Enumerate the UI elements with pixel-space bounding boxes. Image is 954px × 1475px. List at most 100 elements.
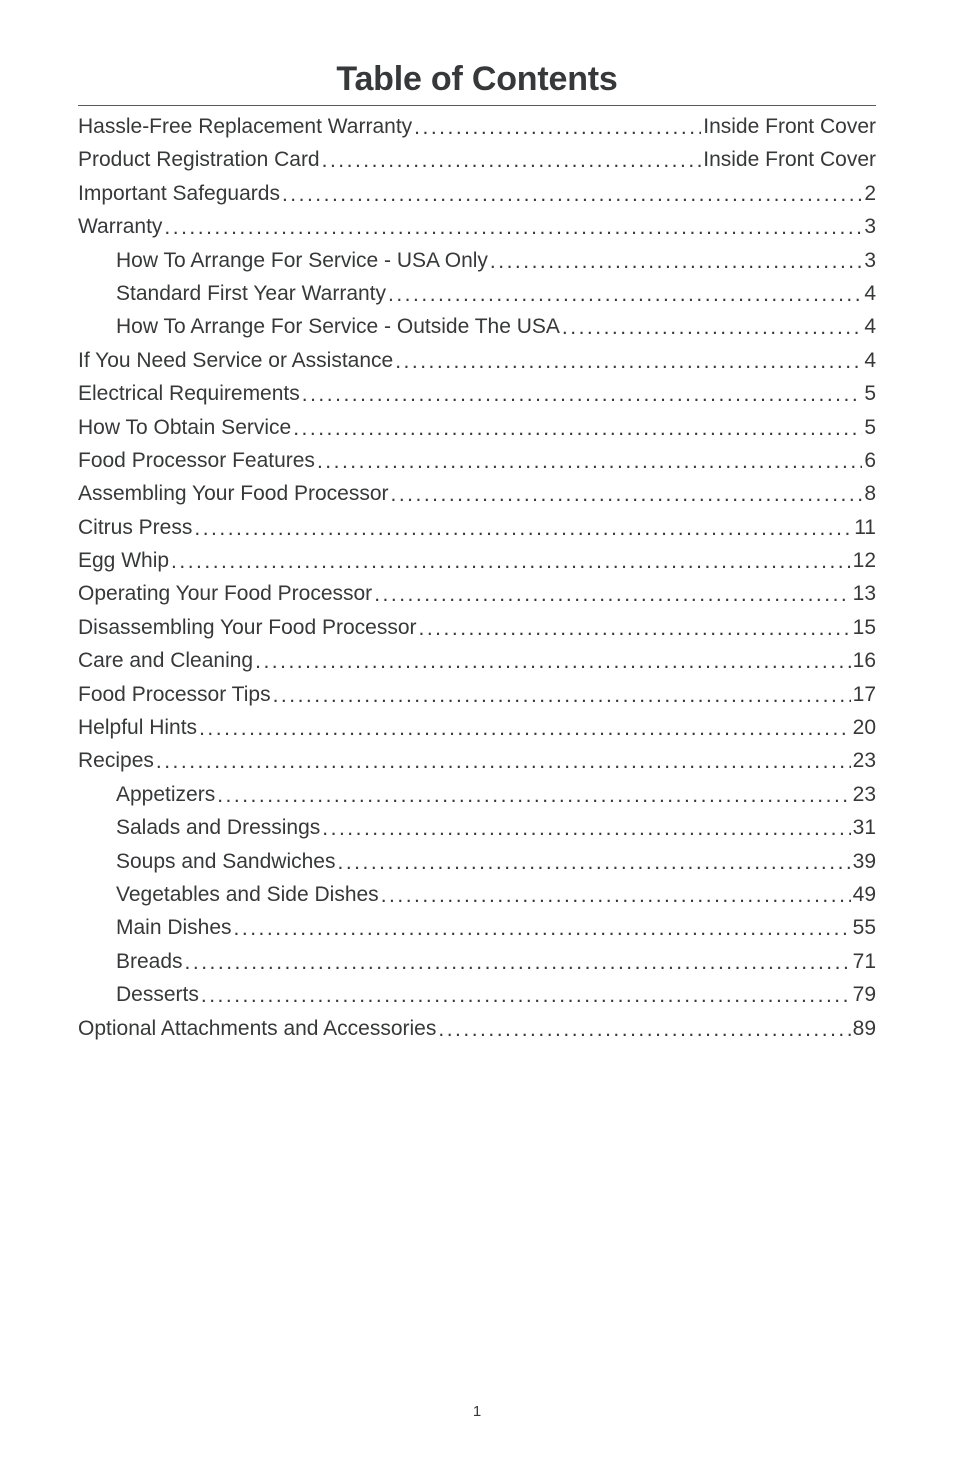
toc-row: Product Registration CardInside Front Co… (78, 149, 876, 182)
toc-page: 15 (853, 617, 876, 638)
toc-row: Food Processor Features 6 (78, 450, 876, 483)
toc-leader (322, 818, 850, 839)
toc-row: Helpful Hints 20 (78, 717, 876, 750)
toc-row: Disassembling Your Food Processor15 (78, 617, 876, 650)
toc-leader (201, 985, 851, 1006)
toc-page: 55 (853, 917, 876, 938)
toc-row: How To Obtain Service 5 (78, 417, 876, 450)
toc-leader (414, 117, 701, 138)
toc-label: Care and Cleaning (78, 650, 253, 671)
toc-label: How To Arrange For Service - Outside The… (116, 316, 560, 337)
toc-row: Electrical Requirements5 (78, 383, 876, 416)
toc-page: 5 (864, 417, 876, 438)
toc-row: Main Dishes 55 (78, 917, 876, 950)
toc-leader (217, 785, 850, 806)
toc-label: Citrus Press (78, 517, 192, 538)
toc-label: Assembling Your Food Processor (78, 483, 389, 504)
toc-page: 3 (864, 250, 876, 271)
toc-leader (282, 184, 862, 205)
toc-label: Salads and Dressings (116, 817, 320, 838)
toc-row: If You Need Service or Assistance 4 (78, 350, 876, 383)
toc-row: Recipes 23 (78, 750, 876, 783)
toc-row: Operating Your Food Processor 13 (78, 583, 876, 616)
toc-row: Warranty 3 (78, 216, 876, 249)
toc-leader (388, 284, 862, 305)
toc-page: 16 (853, 650, 876, 671)
toc-label: Food Processor Features (78, 450, 315, 471)
toc-row: Citrus Press 11 (78, 517, 876, 550)
toc-leader (438, 1019, 850, 1040)
toc-leader (164, 217, 862, 238)
toc-label: How To Obtain Service (78, 417, 291, 438)
toc-page: 23 (853, 750, 876, 771)
toc-row: Assembling Your Food Processor 8 (78, 483, 876, 516)
toc-label: Food Processor Tips (78, 684, 271, 705)
toc-label: Electrical Requirements (78, 383, 300, 404)
toc-label: Soups and Sandwiches (116, 851, 336, 872)
toc-leader (322, 150, 702, 171)
toc-leader (156, 751, 851, 772)
toc-row: Hassle-Free Replacement Warranty Inside F… (78, 116, 876, 149)
toc-leader (293, 418, 862, 439)
toc-leader (199, 718, 851, 739)
toc-row: Salads and Dressings31 (78, 817, 876, 850)
toc-label: If You Need Service or Assistance (78, 350, 393, 371)
toc-page: 89 (853, 1018, 876, 1039)
page-number: 1 (0, 1403, 954, 1420)
toc-leader (302, 384, 863, 405)
toc-leader (381, 885, 851, 906)
toc-label: Desserts (116, 984, 199, 1005)
toc-page: 71 (853, 951, 876, 972)
toc-page: 23 (853, 784, 876, 805)
toc-row: How To Arrange For Service - Outside The… (78, 316, 876, 349)
toc-leader (562, 317, 862, 338)
toc-page: 49 (853, 884, 876, 905)
toc-leader (194, 518, 852, 539)
toc-label: Helpful Hints (78, 717, 197, 738)
toc-label: Main Dishes (116, 917, 232, 938)
toc-label: Breads (116, 951, 183, 972)
toc-label: Hassle-Free Replacement Warranty (78, 116, 412, 137)
toc-row: Soups and Sandwiches 39 (78, 851, 876, 884)
toc-page: 11 (854, 517, 876, 538)
toc-label: Important Safeguards (78, 183, 280, 204)
toc-leader (490, 251, 862, 272)
toc-page: 4 (864, 316, 876, 337)
page-title: Table of Contents (78, 60, 876, 106)
toc-page: 3 (864, 216, 876, 237)
table-of-contents: Hassle-Free Replacement Warranty Inside F… (78, 116, 876, 1051)
toc-page: 20 (853, 717, 876, 738)
toc-label: Warranty (78, 216, 162, 237)
toc-row: Important Safeguards 2 (78, 183, 876, 216)
toc-leader (395, 351, 862, 372)
toc-page: 17 (853, 684, 876, 705)
toc-page: 2 (864, 183, 876, 204)
toc-label: Optional Attachments and Accessories (78, 1018, 436, 1039)
toc-leader (338, 852, 851, 873)
toc-page: 13 (853, 583, 876, 604)
toc-page: Inside Front Cover (703, 116, 876, 137)
toc-page: 12 (853, 550, 876, 571)
toc-page: 4 (864, 350, 876, 371)
toc-page: 6 (864, 450, 876, 471)
toc-leader (317, 451, 862, 472)
toc-row: Vegetables and Side Dishes 49 (78, 884, 876, 917)
toc-leader (419, 618, 851, 639)
toc-leader (273, 685, 851, 706)
toc-row: Food Processor Tips 17 (78, 684, 876, 717)
toc-page: 39 (853, 851, 876, 872)
toc-label: Vegetables and Side Dishes (116, 884, 379, 905)
toc-row: Appetizers 23 (78, 784, 876, 817)
toc-row: Breads 71 (78, 951, 876, 984)
toc-row: Egg Whip 12 (78, 550, 876, 583)
toc-leader (374, 584, 850, 605)
toc-row: Optional Attachments and Accessories 89 (78, 1018, 876, 1051)
toc-leader (185, 952, 851, 973)
toc-page: 8 (864, 483, 876, 504)
toc-row: Desserts79 (78, 984, 876, 1017)
toc-label: Operating Your Food Processor (78, 583, 372, 604)
toc-label: Recipes (78, 750, 154, 771)
toc-label: Appetizers (116, 784, 215, 805)
toc-row: Care and Cleaning 16 (78, 650, 876, 683)
toc-label: Egg Whip (78, 550, 169, 571)
